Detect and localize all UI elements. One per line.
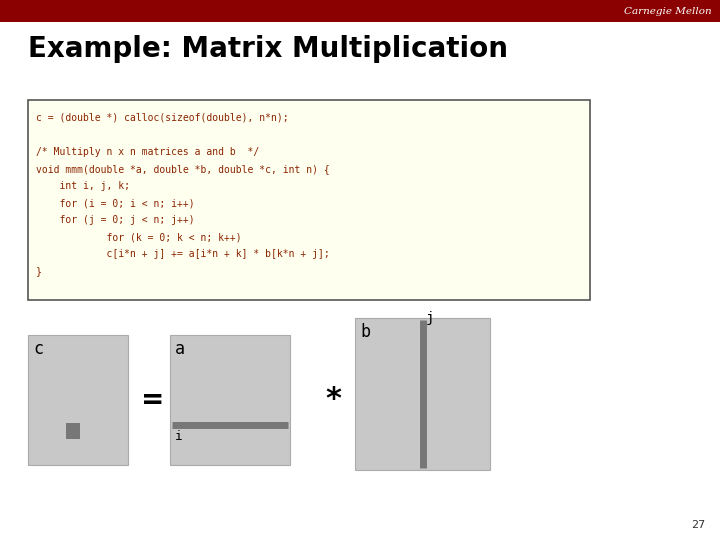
- Text: for (j = 0; j < n; j++): for (j = 0; j < n; j++): [36, 215, 194, 225]
- Text: i: i: [175, 430, 182, 443]
- Text: Example: Matrix Multiplication: Example: Matrix Multiplication: [28, 35, 508, 63]
- Text: j: j: [426, 311, 434, 325]
- Text: *: *: [325, 386, 341, 415]
- Text: Carnegie Mellon: Carnegie Mellon: [624, 6, 712, 16]
- Bar: [355, 318, 490, 470]
- Bar: [66, 423, 80, 439]
- Text: void mmm(double *a, double *b, double *c, int n) {: void mmm(double *a, double *b, double *c…: [36, 164, 330, 174]
- Text: a: a: [175, 340, 185, 358]
- Text: c = (double *) calloc(sizeof(double), n*n);: c = (double *) calloc(sizeof(double), n*…: [36, 113, 289, 123]
- Text: int i, j, k;: int i, j, k;: [36, 181, 130, 191]
- Text: 27: 27: [690, 520, 705, 530]
- Text: for (i = 0; i < n; i++): for (i = 0; i < n; i++): [36, 198, 194, 208]
- Bar: [0, 0, 720, 22]
- Text: }: }: [36, 266, 42, 276]
- Bar: [170, 335, 290, 465]
- Text: b: b: [360, 323, 370, 341]
- Text: c: c: [33, 340, 43, 358]
- Text: /* Multiply n x n matrices a and b  */: /* Multiply n x n matrices a and b */: [36, 147, 259, 157]
- Text: =: =: [141, 386, 165, 414]
- Text: for (k = 0; k < n; k++): for (k = 0; k < n; k++): [36, 232, 242, 242]
- Text: c[i*n + j] += a[i*n + k] * b[k*n + j];: c[i*n + j] += a[i*n + k] * b[k*n + j];: [36, 249, 330, 259]
- Bar: [28, 100, 590, 300]
- Bar: [28, 335, 128, 465]
